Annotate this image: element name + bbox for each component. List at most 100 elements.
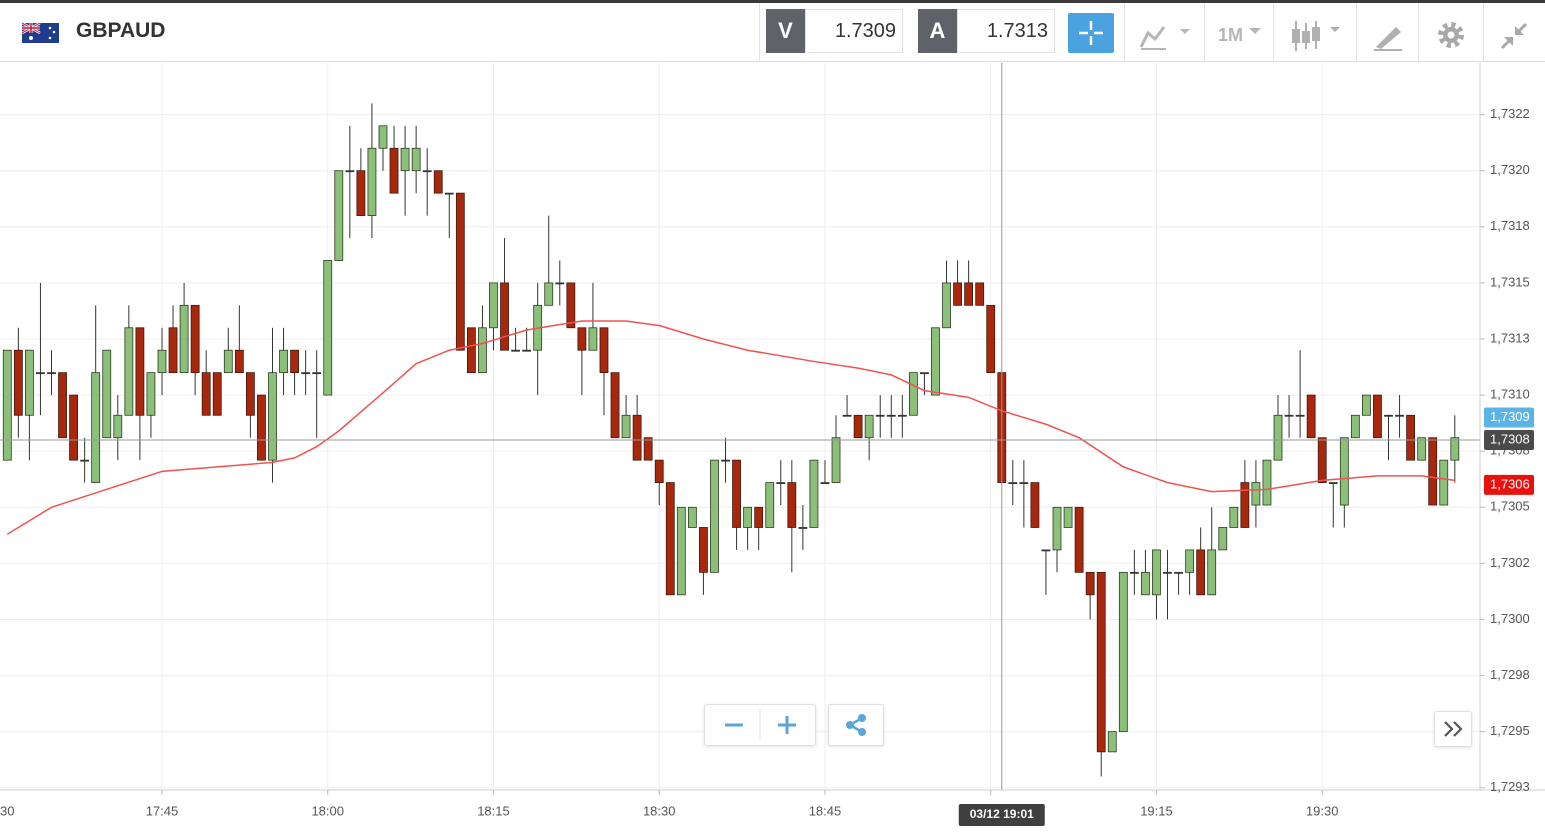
candle-body	[245, 372, 255, 416]
flag-icon	[22, 23, 59, 43]
y-tick-label: 1,7318	[1490, 218, 1530, 233]
x-tick-label: 18:30	[643, 803, 676, 818]
candle-body	[1306, 394, 1316, 439]
candle-body	[986, 304, 996, 374]
toolbar: GBPAUD V 1.7309 A 1.7313 1M	[0, 0, 1545, 62]
candle-body	[80, 459, 90, 462]
candle-body	[323, 260, 333, 396]
candle-body	[886, 414, 896, 417]
candle-body	[146, 372, 156, 416]
ask-price[interactable]: 1.7313	[957, 9, 1055, 53]
candle-body	[776, 482, 786, 484]
candle-body	[312, 372, 322, 375]
candle-body	[1074, 506, 1084, 573]
collapse-button[interactable]	[1498, 20, 1530, 52]
x-tick-label: 19:15	[1140, 803, 1173, 818]
candle-body	[809, 459, 819, 528]
candle-body	[69, 394, 78, 461]
candle-body	[1185, 549, 1195, 573]
candle-body	[24, 349, 34, 416]
candle-body	[1384, 414, 1393, 417]
candle-body	[787, 482, 797, 528]
candle-body	[400, 147, 410, 172]
price-label: 1,7306	[1490, 476, 1530, 491]
candle-body	[124, 327, 134, 416]
scroll-right-button[interactable]	[1434, 711, 1472, 747]
candle-body	[168, 327, 178, 374]
bid-label[interactable]: V	[766, 9, 805, 53]
share-button[interactable]	[828, 704, 884, 746]
crosshair-button[interactable]	[1068, 13, 1114, 53]
candle-body	[411, 147, 421, 172]
x-tick-label: 17:45	[146, 803, 179, 818]
y-tick-label: 1,7298	[1490, 667, 1530, 682]
candle-body	[389, 147, 399, 194]
y-tick-label: 1,7293	[1490, 779, 1530, 794]
candle-body	[47, 372, 56, 375]
candle-body	[1373, 394, 1382, 439]
timeframe-button[interactable]: 1M	[1218, 25, 1244, 45]
ask-label[interactable]: A	[918, 9, 957, 53]
candle-body	[455, 192, 465, 351]
candle-body	[511, 349, 520, 352]
x-tick-label: 18:45	[809, 803, 842, 818]
y-tick-label: 1,7313	[1490, 330, 1530, 345]
grid	[0, 63, 1480, 790]
candle-body	[599, 327, 609, 374]
candle-body	[102, 349, 112, 439]
x-tick-label: 19:30	[1306, 803, 1339, 818]
candle-body	[1428, 437, 1438, 506]
y-tick-label: 1,7295	[1490, 723, 1530, 738]
draw-button[interactable]	[1372, 19, 1404, 51]
y-tick-label: 1,7300	[1490, 611, 1530, 626]
candle-body	[864, 414, 874, 439]
settings-button[interactable]	[1435, 19, 1467, 51]
chart-type-button[interactable]	[1138, 21, 1194, 51]
candle-body	[257, 394, 266, 461]
candle-body	[953, 282, 962, 306]
candle-body	[433, 170, 443, 194]
candle-body	[1174, 571, 1183, 574]
candle-body	[345, 170, 355, 173]
zoom-in-button[interactable]	[778, 716, 796, 734]
x-tick-label: 18:00	[311, 803, 344, 818]
y-tick-label: 1,7302	[1490, 555, 1530, 570]
candle-body	[500, 282, 509, 351]
candle-body	[356, 170, 366, 216]
y-tick-label: 1,7305	[1490, 499, 1530, 514]
candle-body	[555, 282, 565, 285]
candle-body	[743, 506, 753, 528]
candle-body	[1218, 527, 1228, 551]
y-tick-label: 1,7315	[1490, 274, 1530, 289]
dropdown-arrow	[1249, 28, 1261, 34]
candle-body	[544, 282, 554, 306]
price-label-box	[1484, 407, 1534, 428]
y-tick-label: 1,7322	[1490, 106, 1530, 121]
bid-price[interactable]: 1.7309	[805, 9, 903, 53]
y-tick-label: 1,7310	[1490, 387, 1530, 402]
candle-body	[1163, 571, 1172, 574]
candle-body	[897, 414, 907, 417]
candle-body	[875, 414, 885, 417]
indicators-button[interactable]	[1290, 19, 1346, 53]
crosshair-y-label: 1,7308	[1490, 431, 1530, 446]
candle-body	[920, 372, 929, 375]
candle-body	[610, 372, 620, 439]
candle-body	[2, 349, 12, 461]
candle-body	[687, 506, 697, 528]
crosshair-y-label-box	[1484, 429, 1534, 450]
candle-body	[621, 414, 631, 439]
moving-average-line	[6, 320, 1455, 535]
candle-body	[13, 349, 23, 416]
candle-body	[1339, 437, 1349, 506]
candle-body	[632, 414, 642, 461]
candle-body	[964, 282, 974, 306]
candle-body	[279, 349, 288, 374]
axes: 1,7322 1,7320 1,7318 1,7315 1,7313 1,7310 1,73…	[0, 106, 1534, 826]
candle-body	[710, 459, 719, 573]
candle-body	[1008, 482, 1018, 484]
candle-body	[1107, 731, 1117, 753]
candle-body	[798, 527, 808, 529]
